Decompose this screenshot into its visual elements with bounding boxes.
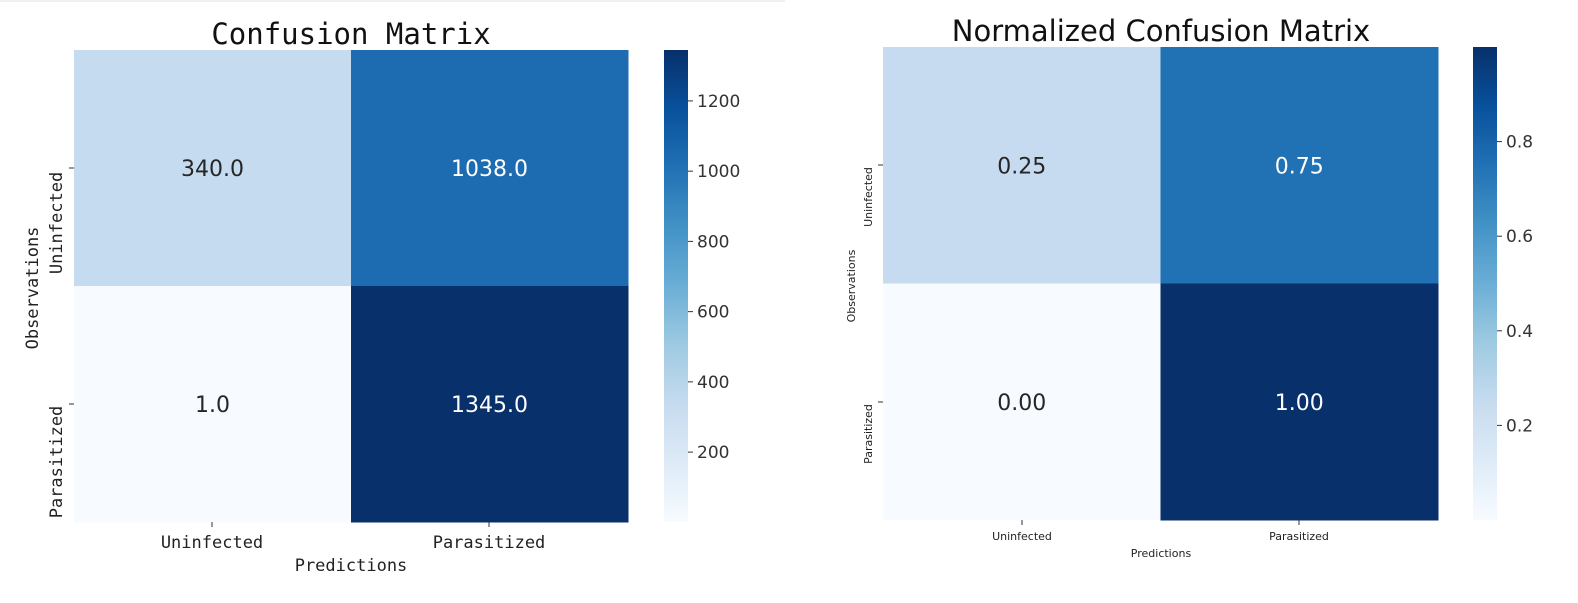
- colorbar: [664, 50, 688, 522]
- chart-title: Normalized Confusion Matrix: [952, 14, 1370, 48]
- x-tick-label: Uninfected: [992, 530, 1052, 543]
- colorbar: [1473, 47, 1497, 520]
- cell-value-label: 1345.0: [451, 393, 528, 418]
- colorbar-tick-label: 600: [697, 303, 729, 323]
- colorbar-ticks: 200 400 600 800 1000 1200: [688, 92, 740, 463]
- confusion-matrix-chart: Confusion Matrix 340.0 1038.0 1.0 1345.0 Un…: [23, 17, 740, 576]
- heatmap-cell: [351, 286, 629, 523]
- y-tick-label: Uninfected: [47, 172, 67, 274]
- x-tick-label: Uninfected: [161, 533, 263, 553]
- x-tick-label: Parasitized: [433, 533, 546, 553]
- heatmap-cells: 0.25 0.75 0.00 1.00: [883, 47, 1439, 521]
- chart-title: Confusion Matrix: [211, 17, 490, 51]
- colorbar-tick-label: 0.2: [1506, 416, 1533, 436]
- cell-value-label: 1.0: [195, 393, 230, 418]
- colorbar-tick-label: 0.8: [1506, 133, 1533, 153]
- heatmap-cells: 340.0 1038.0 1.0 1345.0: [74, 50, 629, 523]
- colorbar-tick-label: 200: [697, 443, 729, 463]
- y-axis-label: Observations: [23, 227, 43, 350]
- colorbar-tick-label: 800: [697, 232, 729, 252]
- x-axis-label: Predictions: [295, 556, 408, 576]
- cell-value-label: 1.00: [1275, 391, 1324, 416]
- heatmap-cell: [1160, 283, 1439, 521]
- heatmap-cell: [351, 50, 629, 287]
- normalized-confusion-matrix-chart: Normalized Confusion Matrix 0.25 0.75 0.00…: [845, 14, 1533, 560]
- x-axis-label: Predictions: [1131, 547, 1192, 560]
- colorbar-tick-label: 0.6: [1506, 227, 1533, 247]
- colorbar-tick-label: 400: [697, 373, 729, 393]
- cell-value-label: 1038.0: [451, 157, 528, 182]
- colorbar-tick-label: 1000: [697, 162, 740, 182]
- heatmap-cell: [74, 50, 352, 287]
- x-tick-label: Parasitized: [1269, 530, 1329, 543]
- heatmap-cell: [74, 286, 352, 523]
- colorbar-ticks: 0.2 0.4 0.6 0.8: [1497, 133, 1533, 436]
- cell-value-label: 0.25: [997, 154, 1046, 179]
- cell-value-label: 0.75: [1275, 154, 1324, 179]
- heatmap-cell: [883, 47, 1161, 284]
- y-tick-label: Parasitized: [47, 406, 67, 519]
- cell-value-label: 340.0: [181, 157, 244, 182]
- y-tick-label: Parasitized: [862, 404, 875, 464]
- colorbar-tick-label: 1200: [697, 92, 740, 112]
- heatmap-cell: [1160, 47, 1439, 284]
- y-tick-label: Uninfected: [862, 167, 875, 227]
- top-divider: [0, 0, 785, 2]
- colorbar-tick-label: 0.4: [1506, 322, 1533, 342]
- y-axis-label: Observations: [845, 249, 858, 322]
- cell-value-label: 0.00: [997, 391, 1046, 416]
- heatmap-cell: [883, 283, 1161, 521]
